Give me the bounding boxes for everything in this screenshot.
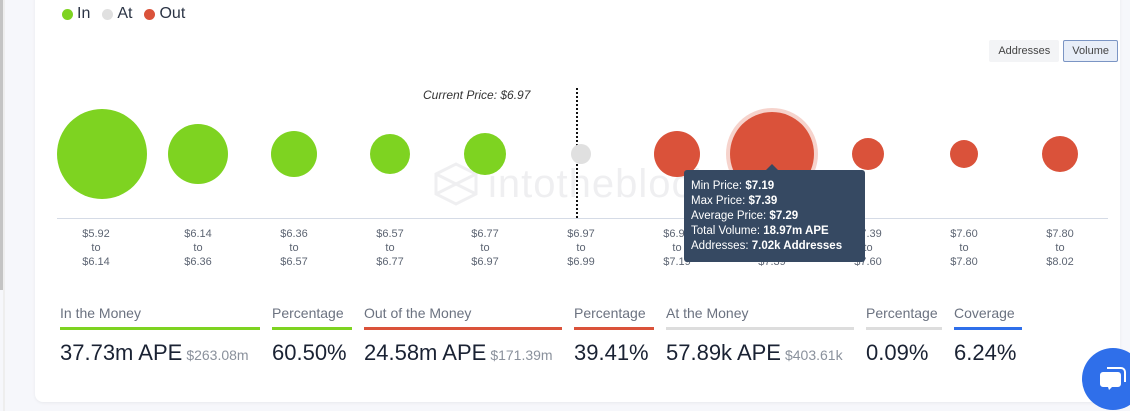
bucket-label-6: $6.97 to $6.99 bbox=[567, 228, 595, 268]
bubble-at-1[interactable] bbox=[571, 144, 591, 164]
gutter bbox=[3, 0, 5, 411]
stat-value: 57.89k APE $403.61k bbox=[666, 340, 843, 365]
stat-label: In the Money bbox=[60, 305, 260, 330]
legend-item-at[interactable]: At bbox=[102, 5, 132, 23]
bubble-in-5[interactable] bbox=[464, 133, 506, 175]
page-scrollbar[interactable] bbox=[0, 0, 3, 290]
bubble-out-5[interactable] bbox=[1042, 136, 1078, 172]
intotheblock-logo-icon bbox=[434, 162, 478, 206]
stat-label: Coverage bbox=[954, 305, 1022, 330]
stat-out-percentage: Percentage 39.41% bbox=[574, 305, 654, 366]
bubble-in-4[interactable] bbox=[370, 134, 410, 174]
summary-stats: In the Money 37.73m APE $263.08m Percenta… bbox=[60, 305, 1022, 366]
tooltip-avg-price: Average Price: $7.29 bbox=[691, 210, 799, 222]
bubble-in-2[interactable] bbox=[168, 124, 228, 184]
bucket-label-4: $6.57 to $6.77 bbox=[376, 228, 404, 268]
bubble-tooltip: Min Price: $7.19 Max Price: $7.39 Averag… bbox=[684, 164, 865, 262]
bucket-label-1: $5.92 to $6.14 bbox=[82, 228, 110, 268]
bubble-out-3[interactable] bbox=[852, 138, 884, 170]
tooltip-min-price: Min Price: $7.19 bbox=[691, 180, 775, 192]
stat-coverage: Coverage 6.24% bbox=[954, 305, 1022, 366]
stat-label: At the Money bbox=[666, 305, 854, 330]
stat-in-the-money: In the Money 37.73m APE $263.08m bbox=[60, 305, 260, 366]
tooltip-addresses: Addresses: 7.02k Addresses bbox=[691, 240, 843, 252]
in-dot-icon bbox=[62, 8, 73, 20]
chat-button[interactable] bbox=[1082, 348, 1130, 410]
stat-out-of-the-money: Out of the Money 24.58m APE $171.39m bbox=[364, 305, 562, 366]
stat-value: 6.24% bbox=[954, 340, 1017, 365]
bucket-label-11: $7.80 to $8.02 bbox=[1046, 228, 1074, 268]
stat-value: 60.50% bbox=[272, 340, 347, 365]
bucket-label-5: $6.77 to $6.97 bbox=[471, 228, 499, 268]
bucket-label-3: $6.36 to $6.57 bbox=[280, 228, 308, 268]
stat-value: 24.58m APE $171.39m bbox=[364, 340, 553, 365]
stat-label: Percentage bbox=[272, 305, 352, 330]
bucket-label-2: $6.14 to $6.36 bbox=[184, 228, 212, 268]
stat-label: Out of the Money bbox=[364, 305, 562, 330]
legend-label-in: In bbox=[77, 5, 91, 22]
metric-toggle: Addresses Volume bbox=[989, 40, 1118, 62]
stat-in-percentage: Percentage 60.50% bbox=[272, 305, 352, 366]
current-price-label: Current Price: $6.97 bbox=[423, 88, 531, 102]
out-dot-icon bbox=[144, 8, 156, 20]
bubble-in-1[interactable] bbox=[57, 109, 147, 199]
addresses-button[interactable]: Addresses bbox=[989, 40, 1060, 62]
stat-value: 39.41% bbox=[574, 340, 649, 365]
chart-legend: In At Out bbox=[62, 5, 185, 23]
bubble-chart: intotheblock Current Price: $6.97 $5.92 t… bbox=[57, 88, 1108, 268]
stat-label: Percentage bbox=[574, 305, 654, 330]
legend-item-out[interactable]: Out bbox=[144, 5, 185, 23]
tooltip-max-price: Max Price: $7.39 bbox=[691, 195, 778, 207]
stat-value: 0.09% bbox=[866, 340, 929, 365]
bubble-out-1[interactable] bbox=[654, 131, 700, 177]
x-axis-line bbox=[57, 218, 1108, 219]
bucket-label-7: $6.99 to $7.19 bbox=[663, 228, 691, 268]
legend-label-out: Out bbox=[159, 5, 186, 22]
volume-button[interactable]: Volume bbox=[1063, 40, 1118, 62]
legend-label-at: At bbox=[117, 5, 133, 22]
stat-value: 37.73m APE $263.08m bbox=[60, 340, 249, 365]
legend-item-in[interactable]: In bbox=[62, 5, 90, 23]
tooltip-volume: Total Volume: 18.97m APE bbox=[691, 225, 829, 237]
bubble-in-3[interactable] bbox=[271, 131, 317, 177]
bubble-out-4[interactable] bbox=[950, 140, 978, 168]
at-dot-icon bbox=[102, 8, 114, 20]
bucket-label-10: $7.60 to $7.80 bbox=[950, 228, 978, 268]
chat-bubble-icon bbox=[1100, 367, 1126, 390]
stat-at-percentage: Percentage 0.09% bbox=[866, 305, 942, 366]
stat-at-the-money: At the Money 57.89k APE $403.61k bbox=[666, 305, 854, 366]
stat-label: Percentage bbox=[866, 305, 942, 330]
